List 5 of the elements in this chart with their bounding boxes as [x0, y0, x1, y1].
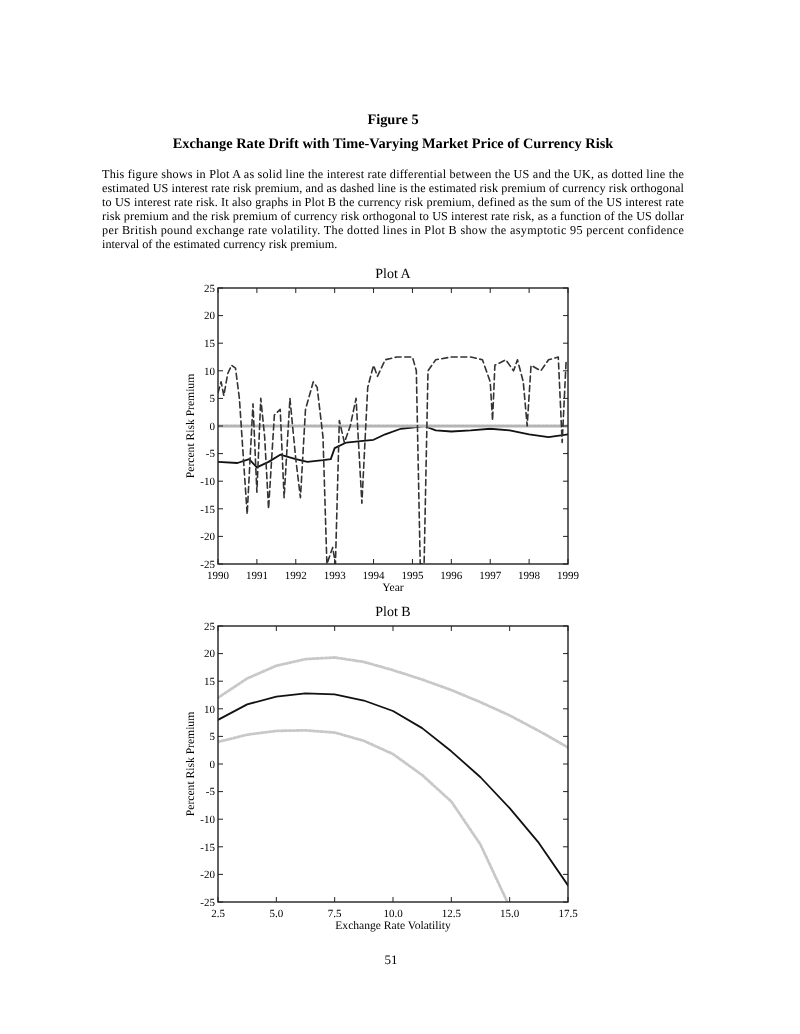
line-series: [218, 425, 568, 469]
line-series: [218, 656, 568, 749]
line-series: [218, 356, 568, 564]
line-series: [218, 728, 509, 902]
line-series: [218, 692, 568, 887]
